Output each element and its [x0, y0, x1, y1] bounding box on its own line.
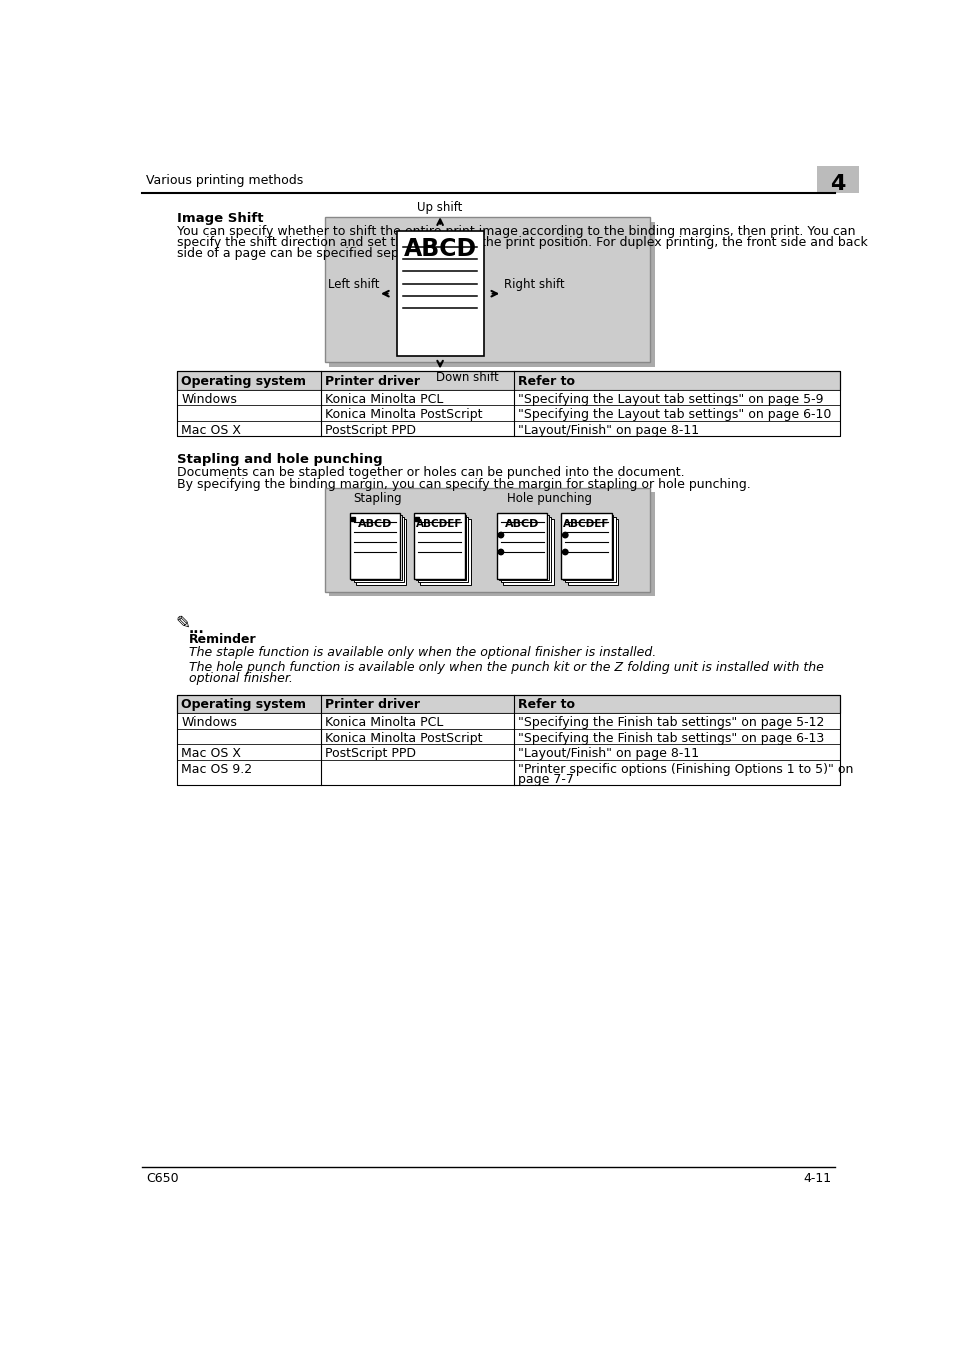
Text: side of a page can be specified separately.: side of a page can be specified separate… — [177, 247, 445, 259]
Bar — [177, 405, 840, 421]
Text: "Printer specific options (Finishing Options 1 to 5)" on: "Printer specific options (Finishing Opt… — [517, 763, 853, 776]
Text: Up shift: Up shift — [416, 201, 462, 215]
Text: Image Shift: Image Shift — [177, 212, 264, 225]
Text: Konica Minolta PostScript: Konica Minolta PostScript — [324, 409, 481, 421]
Bar — [329, 493, 654, 597]
Bar — [177, 695, 840, 784]
Text: Konica Minolta PCL: Konica Minolta PCL — [324, 717, 442, 729]
Bar — [816, 166, 858, 193]
Text: Konica Minolta PCL: Konica Minolta PCL — [324, 393, 442, 406]
Text: By specifying the binding margin, you can specify the margin for stapling or hol: By specifying the binding margin, you ca… — [177, 478, 750, 491]
Text: Documents can be stapled together or holes can be punched into the document.: Documents can be stapled together or hol… — [177, 466, 684, 479]
Bar — [565, 517, 615, 582]
Text: Down shift: Down shift — [436, 371, 498, 385]
Text: Left shift: Left shift — [328, 278, 379, 290]
Text: 4: 4 — [829, 174, 844, 193]
Text: Right shift: Right shift — [504, 278, 564, 290]
Bar — [414, 513, 464, 579]
Text: optional finisher.: optional finisher. — [189, 672, 293, 684]
Text: PostScript PPD: PostScript PPD — [324, 424, 416, 437]
Bar — [324, 487, 649, 591]
Text: Konica Minolta PostScript: Konica Minolta PostScript — [324, 732, 481, 745]
Text: The hole punch function is available only when the punch kit or the Z folding un: The hole punch function is available onl… — [189, 662, 823, 674]
Text: Operating system: Operating system — [181, 698, 306, 711]
Bar — [396, 231, 483, 356]
Text: You can specify whether to shift the entire print image according to the binding: You can specify whether to shift the ent… — [177, 225, 855, 238]
Bar — [177, 713, 840, 729]
Text: Mac OS 9.2: Mac OS 9.2 — [181, 763, 253, 776]
Text: Printer driver: Printer driver — [324, 698, 419, 711]
Bar — [177, 371, 840, 390]
Text: page 7-7: page 7-7 — [517, 774, 574, 787]
Bar — [497, 513, 547, 579]
Text: Refer to: Refer to — [517, 374, 575, 387]
Bar — [567, 520, 618, 585]
Text: "Specifying the Layout tab settings" on page 5-9: "Specifying the Layout tab settings" on … — [517, 393, 823, 406]
Bar — [562, 514, 613, 580]
Bar — [420, 520, 470, 585]
Text: Windows: Windows — [181, 717, 237, 729]
Text: ...: ... — [189, 622, 205, 636]
Circle shape — [562, 532, 567, 537]
Text: ABCD: ABCD — [357, 520, 392, 529]
Bar — [351, 514, 401, 580]
Text: Stapling and hole punching: Stapling and hole punching — [177, 454, 382, 466]
Text: Stapling: Stapling — [353, 491, 401, 505]
Text: "Layout/Finish" on page 8-11: "Layout/Finish" on page 8-11 — [517, 424, 699, 437]
Bar — [177, 760, 840, 784]
Bar — [354, 517, 404, 582]
Text: Various printing methods: Various printing methods — [146, 174, 303, 186]
Bar — [177, 695, 840, 713]
Text: "Specifying the Finish tab settings" on page 5-12: "Specifying the Finish tab settings" on … — [517, 717, 824, 729]
Bar — [177, 729, 840, 744]
Bar — [177, 744, 840, 760]
Text: "Specifying the Finish tab settings" on page 6-13: "Specifying the Finish tab settings" on … — [517, 732, 823, 745]
Bar — [498, 514, 548, 580]
Text: ABCD: ABCD — [403, 238, 476, 262]
Text: ABCDEF: ABCDEF — [562, 520, 609, 529]
Text: Printer driver: Printer driver — [324, 374, 419, 387]
Text: C650: C650 — [146, 1172, 179, 1185]
Text: Reminder: Reminder — [189, 633, 256, 647]
Circle shape — [497, 549, 503, 555]
Text: 4-11: 4-11 — [802, 1172, 831, 1185]
Text: ABCDEF: ABCDEF — [416, 520, 462, 529]
Bar — [500, 517, 551, 582]
Bar — [355, 520, 406, 585]
Bar — [329, 221, 654, 367]
Text: Windows: Windows — [181, 393, 237, 406]
Bar — [177, 371, 840, 436]
Circle shape — [497, 532, 503, 537]
Text: Refer to: Refer to — [517, 698, 575, 711]
Bar — [417, 517, 468, 582]
Text: "Specifying the Layout tab settings" on page 6-10: "Specifying the Layout tab settings" on … — [517, 409, 831, 421]
Bar — [350, 513, 399, 579]
Text: Mac OS X: Mac OS X — [181, 747, 241, 760]
Bar — [416, 514, 466, 580]
Text: specify the shift direction and set the values for the print position. For duple: specify the shift direction and set the … — [177, 236, 867, 248]
Bar — [503, 520, 553, 585]
Text: Operating system: Operating system — [181, 374, 306, 387]
Bar — [560, 513, 611, 579]
Text: ABCD: ABCD — [504, 520, 538, 529]
Circle shape — [562, 549, 567, 555]
Bar — [177, 390, 840, 405]
Text: ✎: ✎ — [174, 614, 190, 633]
Text: "Layout/Finish" on page 8-11: "Layout/Finish" on page 8-11 — [517, 747, 699, 760]
Text: PostScript PPD: PostScript PPD — [324, 747, 416, 760]
Text: The staple function is available only when the optional finisher is installed.: The staple function is available only wh… — [189, 645, 656, 659]
Bar — [324, 217, 649, 362]
Bar — [177, 421, 840, 436]
Text: Mac OS X: Mac OS X — [181, 424, 241, 437]
Text: Hole punching: Hole punching — [506, 491, 591, 505]
